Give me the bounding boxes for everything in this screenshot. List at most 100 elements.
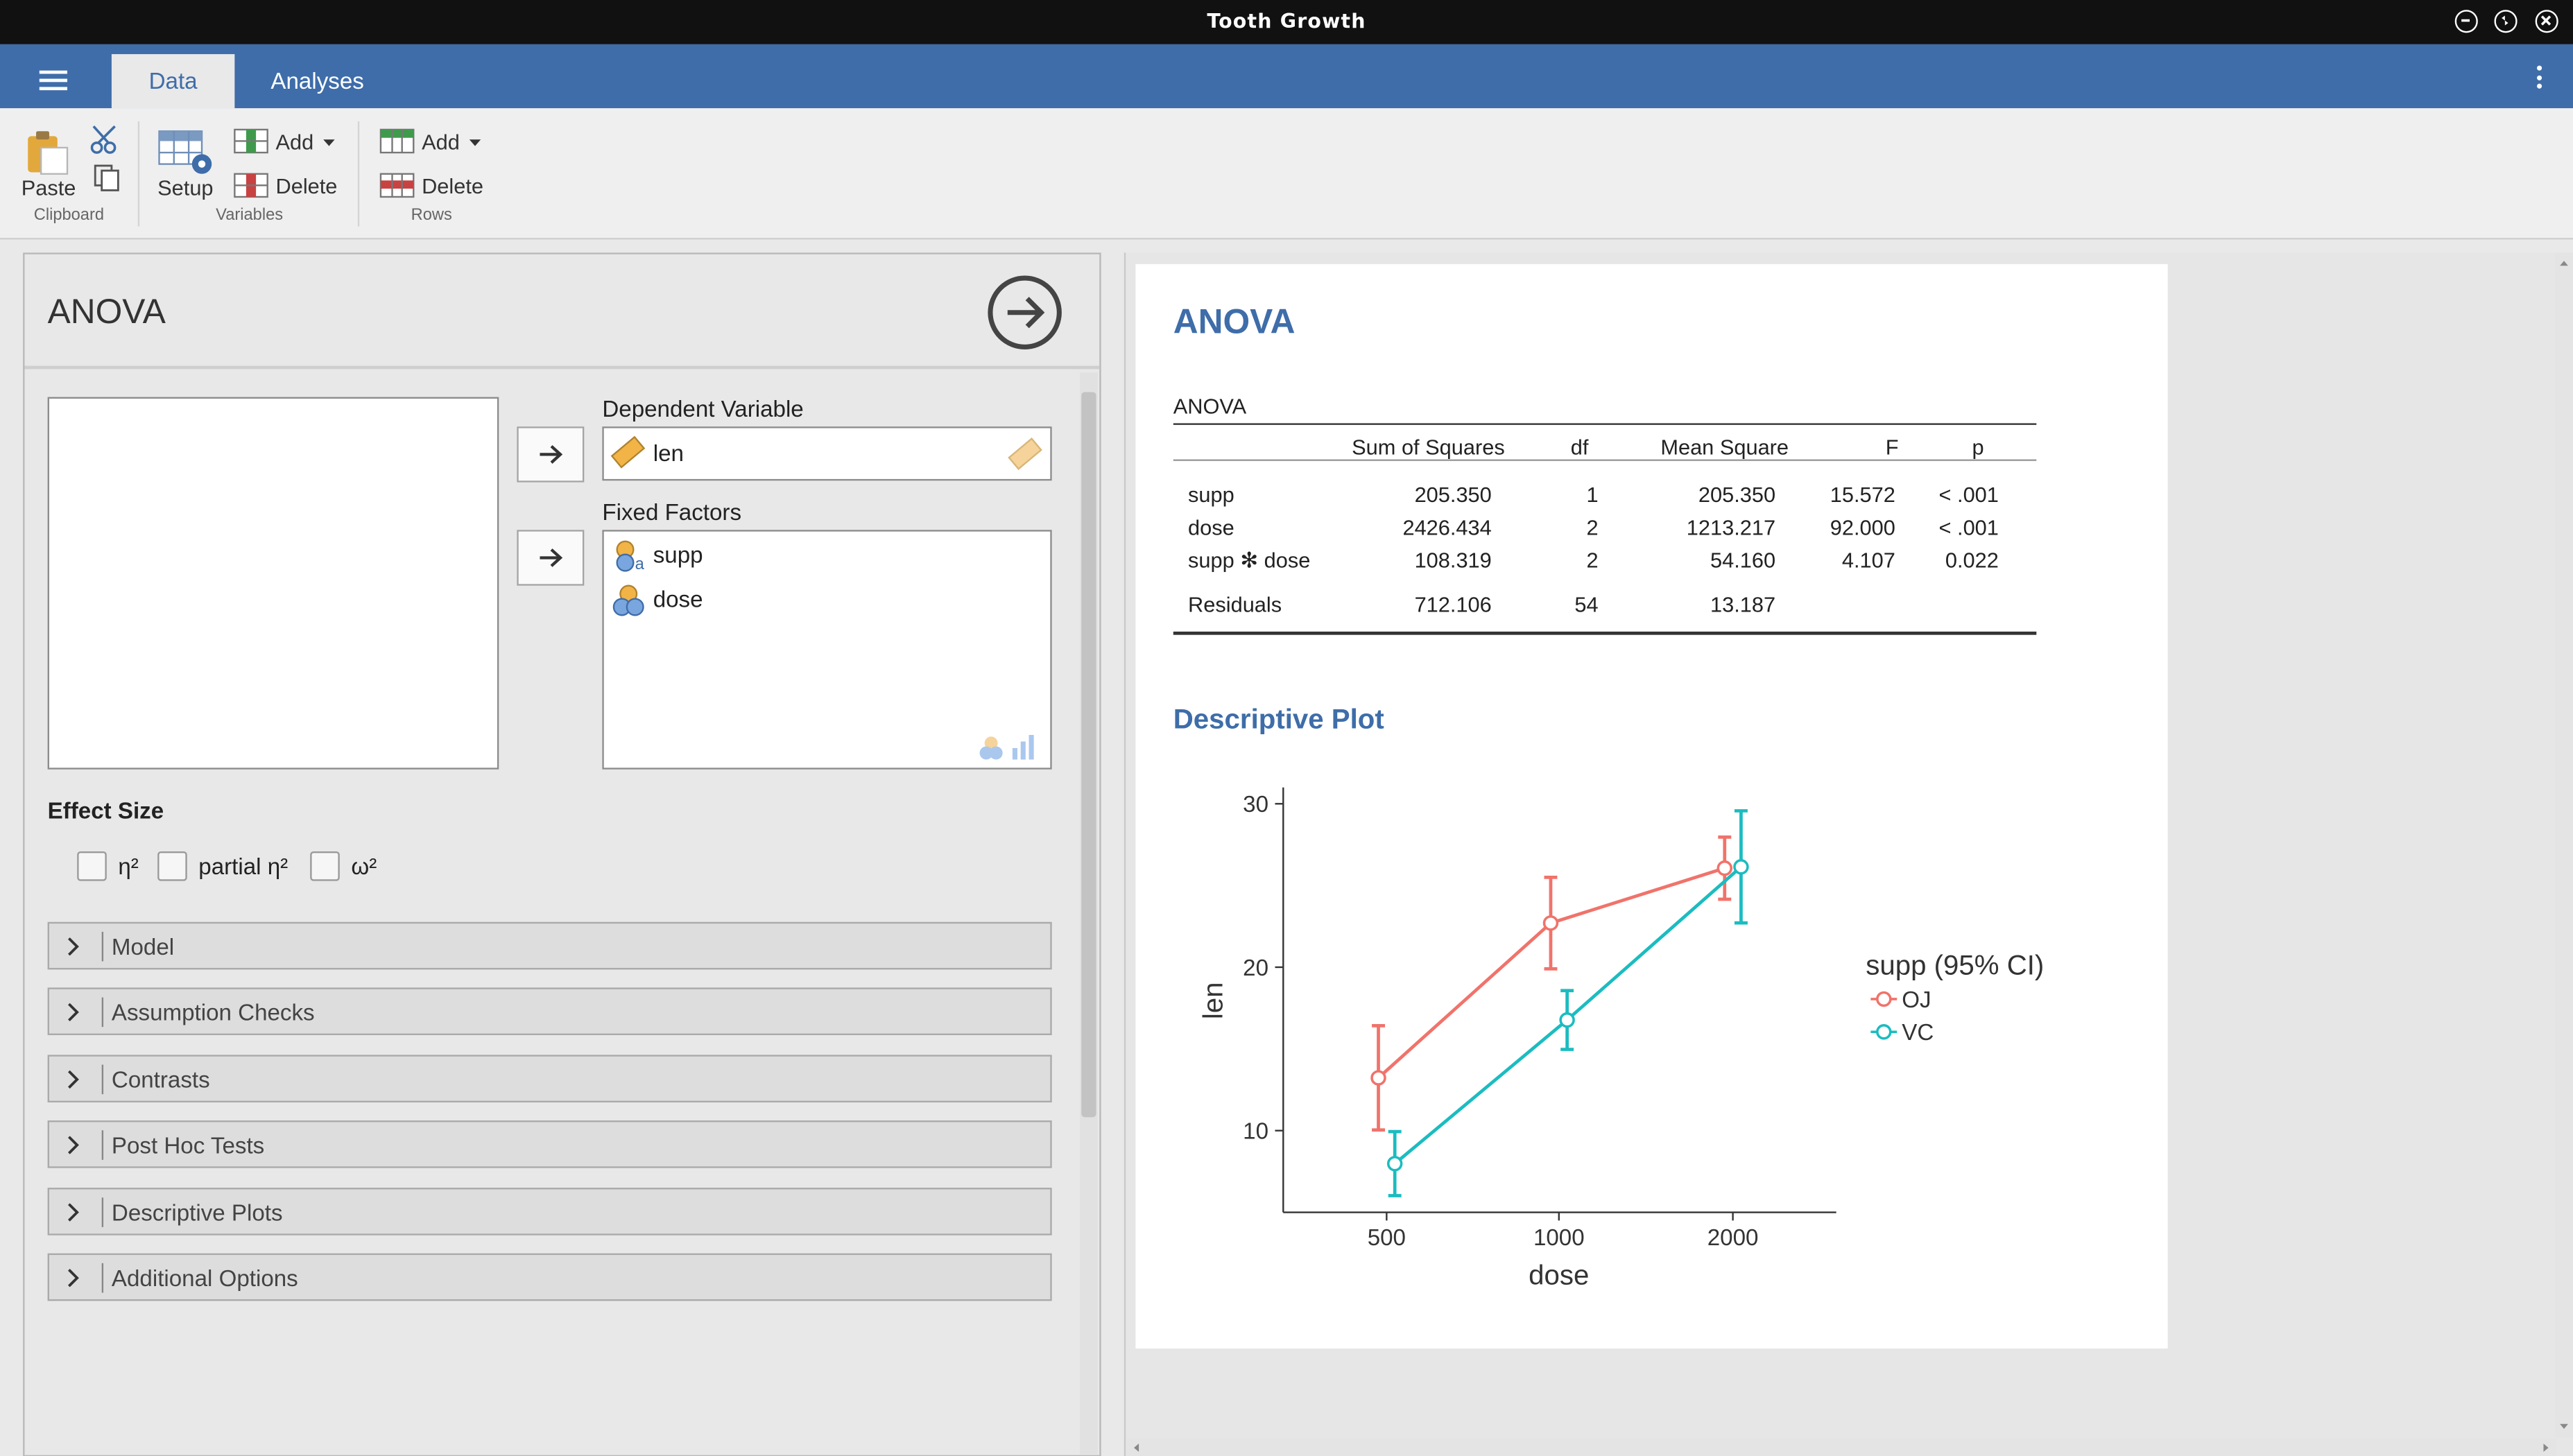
svg-text:a: a: [635, 555, 645, 573]
table-cell: 13.187: [1710, 592, 1776, 617]
fixed-factors-slot[interactable]: a supp dose: [602, 530, 1052, 770]
data-point: [1733, 859, 1749, 875]
copy-icon[interactable]: [92, 162, 125, 195]
add-variable-button[interactable]: Add: [232, 125, 347, 157]
move-to-factors-button[interactable]: [517, 530, 585, 586]
tab-data[interactable]: Data: [111, 54, 235, 109]
factor-item-dose[interactable]: dose: [604, 582, 1047, 618]
options-scrollbar[interactable]: [1079, 372, 1098, 1455]
add-row-icon: [379, 128, 415, 154]
table-cell: 205.350: [1698, 482, 1776, 508]
data-point: [1542, 915, 1559, 931]
add-row-button[interactable]: Add: [377, 125, 492, 157]
dropdown-caret-icon: [323, 139, 335, 146]
y-tick-label: 30: [1243, 792, 1268, 817]
legend-entry: VC: [1902, 1020, 1934, 1046]
add-variable-label: Add: [275, 129, 314, 155]
omega-squared-checkbox[interactable]: [310, 851, 340, 881]
scrollbar-thumb[interactable]: [1081, 392, 1096, 1118]
main-tab-bar: Data Analyses: [0, 44, 2573, 109]
delete-variable-label: Delete: [275, 173, 338, 199]
section-assumption-checks[interactable]: Assumption Checks: [47, 987, 1052, 1036]
arrow-right-icon: [540, 548, 563, 567]
scroll-right-icon[interactable]: [2537, 1439, 2555, 1456]
results-horizontal-scrollbar[interactable]: [1126, 1439, 2557, 1456]
descriptive-plot: 10 20 30 500 1000 2000 dose len supp (95% CI) OJ V…: [1198, 787, 2044, 1291]
factor-label: dose: [653, 585, 703, 612]
table-cell: 2: [1586, 514, 1599, 540]
table-header-cell: p: [1972, 435, 1984, 460]
table-cell: 54.160: [1710, 548, 1776, 573]
delete-row-button[interactable]: Delete: [377, 169, 492, 202]
move-to-dependent-button[interactable]: [517, 426, 585, 483]
scroll-up-icon[interactable]: [2555, 254, 2573, 272]
partial-eta-squared-checkbox[interactable]: [157, 851, 187, 881]
y-axis-label: len: [1198, 982, 1229, 1019]
results-vertical-scrollbar[interactable]: [2555, 252, 2573, 1437]
section-label: Model: [111, 933, 175, 960]
table-header-cell: Sum of Squares: [1352, 435, 1505, 460]
minimize-icon[interactable]: [2454, 10, 2478, 33]
results-document: ANOVA ANOVA Sum of Squares df Mean Square F…: [1135, 263, 2168, 1349]
table-cell: 1: [1586, 482, 1599, 508]
x-axis-label: dose: [1529, 1260, 1589, 1291]
tab-analyses[interactable]: Analyses: [270, 67, 364, 94]
section-descriptive-plots[interactable]: Descriptive Plots: [47, 1188, 1052, 1236]
table-cell: < .001: [1938, 482, 1999, 508]
setup-button[interactable]: Setup: [153, 125, 221, 200]
y-tick-label: 10: [1243, 1119, 1268, 1145]
cut-icon[interactable]: [89, 123, 121, 155]
options-header: ANOVA: [24, 254, 1100, 370]
clipboard-icon: [28, 131, 69, 175]
available-variables-list[interactable]: [47, 397, 499, 770]
table-row-label: supp: [1188, 482, 1234, 508]
section-divider: [101, 931, 104, 962]
window-titlebar: Tooth Growth: [0, 0, 2573, 44]
section-post-hoc-tests[interactable]: Post Hoc Tests: [47, 1120, 1052, 1168]
paste-button[interactable]: Paste: [17, 125, 83, 200]
eta-squared-checkbox[interactable]: [77, 851, 107, 881]
effect-size-heading: Effect Size: [47, 797, 164, 824]
menu-icon[interactable]: [39, 70, 68, 91]
section-divider: [101, 997, 104, 1028]
table-rule-top: [1173, 423, 2037, 425]
omega-squared-label: ω²: [351, 853, 377, 880]
arrow-right-circle-icon: [1007, 297, 1045, 329]
x-tick-label: 1000: [1533, 1225, 1585, 1251]
results-panel: ANOVA ANOVA Sum of Squares df Mean Square F…: [1124, 252, 2573, 1456]
delete-variable-button[interactable]: Delete: [232, 169, 347, 202]
table-cell: 4.107: [1841, 548, 1895, 573]
more-options-icon[interactable]: [2536, 65, 2543, 93]
data-point: [1386, 1156, 1403, 1172]
close-icon[interactable]: [2535, 10, 2558, 33]
ribbon-divider: [357, 121, 360, 227]
section-model[interactable]: Model: [47, 921, 1052, 970]
ruler-type-hint-icon: [1008, 437, 1042, 471]
table-rule-bottom: [1173, 631, 2037, 635]
chevron-right-icon: [68, 1269, 79, 1288]
dependent-variable-slot[interactable]: len: [602, 426, 1052, 481]
scroll-down-icon[interactable]: [2555, 1417, 2573, 1435]
rows-group-label: Rows: [411, 207, 452, 225]
restore-icon[interactable]: [2494, 10, 2518, 33]
factor-item-supp[interactable]: a supp: [604, 538, 1047, 574]
delete-row-icon: [379, 173, 415, 198]
partial-eta-squared-label: partial η²: [198, 853, 289, 880]
section-label: Descriptive Plots: [111, 1199, 283, 1226]
eta-squared-label: η²: [118, 853, 139, 880]
nominal-icon: [612, 584, 644, 616]
scroll-left-icon[interactable]: [1128, 1439, 1146, 1456]
results-heading: ANOVA: [1173, 303, 1296, 342]
section-additional-options[interactable]: Additional Options: [47, 1253, 1052, 1301]
add-row-label: Add: [422, 129, 460, 155]
chevron-right-icon: [68, 1203, 79, 1222]
run-analysis-button[interactable]: [988, 275, 1062, 349]
factor-type-hint-icon: [979, 735, 1034, 760]
dependent-variable-label: Dependent Variable: [602, 395, 804, 422]
table-row-label: supp ✻ dose: [1188, 548, 1311, 573]
section-contrasts[interactable]: Contrasts: [47, 1055, 1052, 1103]
data-point: [1716, 860, 1733, 876]
table-cell: 108.319: [1414, 548, 1492, 573]
chevron-right-icon: [68, 1003, 79, 1022]
section-label: Additional Options: [111, 1265, 298, 1292]
